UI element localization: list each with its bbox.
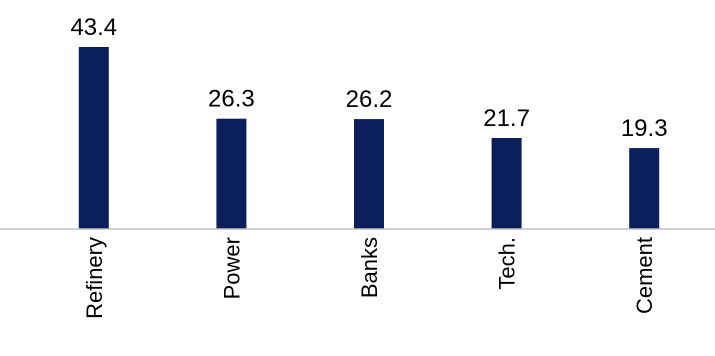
- bar-refinery: [78, 47, 109, 229]
- value-labels-group: 43.4 26.3 26.2 21.7 19.3: [70, 14, 667, 142]
- category-label: Banks: [357, 237, 382, 298]
- bar-banks: [354, 119, 384, 229]
- category-label: Power: [219, 237, 244, 299]
- value-label: 43.4: [70, 14, 117, 41]
- category-label: Cement: [632, 237, 657, 314]
- value-label: 21.7: [483, 105, 530, 132]
- value-label: 26.2: [346, 86, 393, 113]
- bar-cement: [629, 148, 660, 229]
- value-label: 26.3: [208, 86, 255, 113]
- value-label: 19.3: [621, 115, 668, 142]
- bars-group: [78, 47, 660, 229]
- bar-power: [216, 118, 247, 229]
- category-label: Refinery: [82, 237, 107, 319]
- bar-tech: [491, 138, 522, 229]
- category-label: Tech.: [495, 237, 520, 290]
- category-labels-group: Refinery Power Banks Tech. Cement: [82, 237, 657, 319]
